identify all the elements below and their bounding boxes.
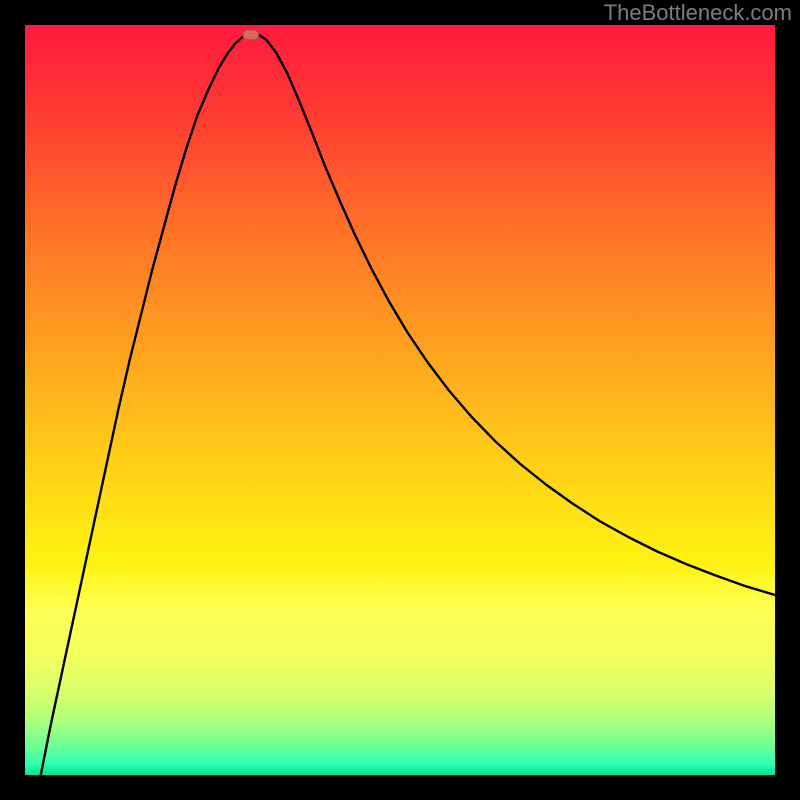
chart-frame: TheBottleneck.com — [0, 0, 800, 800]
watermark-text: TheBottleneck.com — [604, 0, 792, 26]
chart-svg — [25, 25, 775, 775]
min-marker — [243, 30, 259, 40]
plot-area — [25, 25, 775, 775]
plot-background — [25, 25, 775, 775]
